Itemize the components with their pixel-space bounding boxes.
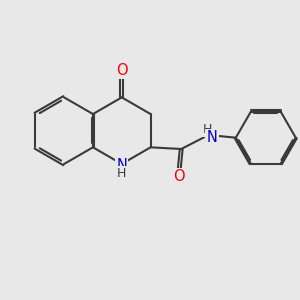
Text: N: N	[116, 158, 127, 173]
Text: O: O	[173, 169, 184, 184]
Text: O: O	[116, 63, 128, 78]
Text: N: N	[207, 130, 218, 145]
Text: H: H	[202, 123, 212, 136]
Text: H: H	[117, 167, 127, 180]
